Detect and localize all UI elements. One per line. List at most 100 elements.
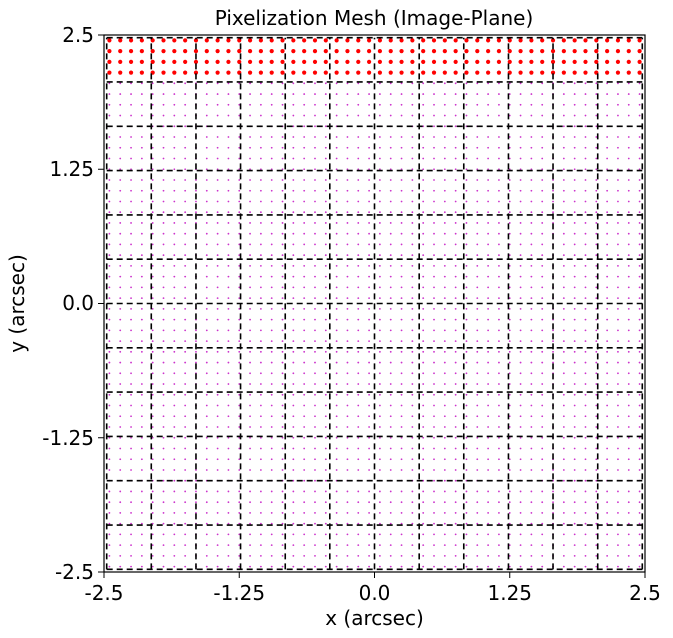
data-point xyxy=(108,232,111,235)
data-point xyxy=(292,512,295,514)
data-point xyxy=(638,436,641,439)
data-point xyxy=(606,512,609,514)
data-point xyxy=(389,146,392,149)
data-point xyxy=(595,415,598,418)
data-point xyxy=(205,307,208,310)
data-point xyxy=(324,393,327,396)
data-point xyxy=(465,211,468,214)
data-point xyxy=(443,501,446,504)
data-point xyxy=(314,318,316,321)
data-point xyxy=(433,404,435,407)
data-point xyxy=(270,340,273,342)
data-point xyxy=(108,554,111,557)
data-point xyxy=(119,136,122,138)
data-point xyxy=(422,125,425,128)
data-point xyxy=(400,512,403,514)
data-point xyxy=(173,501,176,504)
data-point xyxy=(627,512,630,514)
data-point xyxy=(584,544,587,547)
data-point xyxy=(541,254,544,257)
data-point xyxy=(377,70,383,75)
data-point xyxy=(335,426,338,428)
data-point xyxy=(388,59,393,64)
data-point xyxy=(530,340,533,342)
data-point xyxy=(519,136,522,138)
data-point xyxy=(627,565,630,568)
data-point xyxy=(314,168,316,171)
data-point xyxy=(507,49,512,54)
data-point xyxy=(638,340,641,342)
data-point xyxy=(184,103,187,106)
data-point xyxy=(465,554,468,557)
data-point xyxy=(530,458,533,461)
data-point xyxy=(291,70,296,75)
data-point xyxy=(119,93,122,95)
data-point xyxy=(487,490,490,493)
data-point xyxy=(617,189,619,192)
data-point xyxy=(498,469,500,471)
data-point xyxy=(161,70,166,75)
data-point xyxy=(584,469,587,471)
data-point xyxy=(108,350,111,353)
data-point xyxy=(465,350,468,353)
data-point xyxy=(292,426,295,428)
data-point xyxy=(324,189,327,192)
data-point xyxy=(302,49,307,54)
y-tick-label: -2.5 xyxy=(55,560,94,584)
data-point xyxy=(617,103,619,106)
data-point xyxy=(173,297,176,300)
data-point xyxy=(540,59,545,64)
data-point xyxy=(476,469,479,471)
data-point xyxy=(259,243,262,246)
data-point xyxy=(205,533,208,536)
data-point xyxy=(454,82,457,85)
data-point xyxy=(238,82,241,85)
data-point xyxy=(476,114,479,117)
data-point xyxy=(584,447,587,450)
data-point xyxy=(249,490,251,493)
data-point xyxy=(541,512,544,514)
data-point xyxy=(562,157,565,160)
data-point xyxy=(205,103,208,106)
data-point xyxy=(379,329,381,332)
data-point xyxy=(530,103,533,106)
data-point xyxy=(584,490,587,493)
data-point xyxy=(476,372,479,375)
data-point xyxy=(508,458,511,461)
data-point xyxy=(292,168,295,171)
data-point xyxy=(281,565,284,568)
data-point xyxy=(595,372,598,375)
data-point xyxy=(487,297,490,300)
data-point xyxy=(151,157,154,160)
data-point xyxy=(552,189,554,192)
data-point xyxy=(173,458,176,461)
data-point xyxy=(530,168,533,171)
x-tick-label: 0.0 xyxy=(359,581,391,605)
data-point xyxy=(346,393,349,396)
data-point xyxy=(140,458,143,461)
data-point xyxy=(562,275,565,278)
data-point xyxy=(476,383,479,385)
data-point xyxy=(552,179,554,181)
data-point xyxy=(541,146,544,149)
data-point xyxy=(541,114,544,117)
data-point xyxy=(334,49,339,54)
data-point xyxy=(173,393,176,396)
data-point xyxy=(130,93,132,95)
data-point xyxy=(530,297,533,300)
data-point xyxy=(314,232,316,235)
data-point xyxy=(508,254,511,257)
data-point xyxy=(422,383,425,385)
data-point xyxy=(281,211,284,214)
data-point xyxy=(465,114,468,117)
data-point xyxy=(487,544,490,547)
data-point xyxy=(422,501,425,504)
data-point xyxy=(357,501,360,504)
data-point xyxy=(281,393,284,396)
data-point xyxy=(562,297,565,300)
data-point xyxy=(433,254,435,257)
data-point xyxy=(465,512,468,514)
data-point xyxy=(292,415,295,418)
data-point xyxy=(346,93,349,95)
data-point xyxy=(498,350,500,353)
